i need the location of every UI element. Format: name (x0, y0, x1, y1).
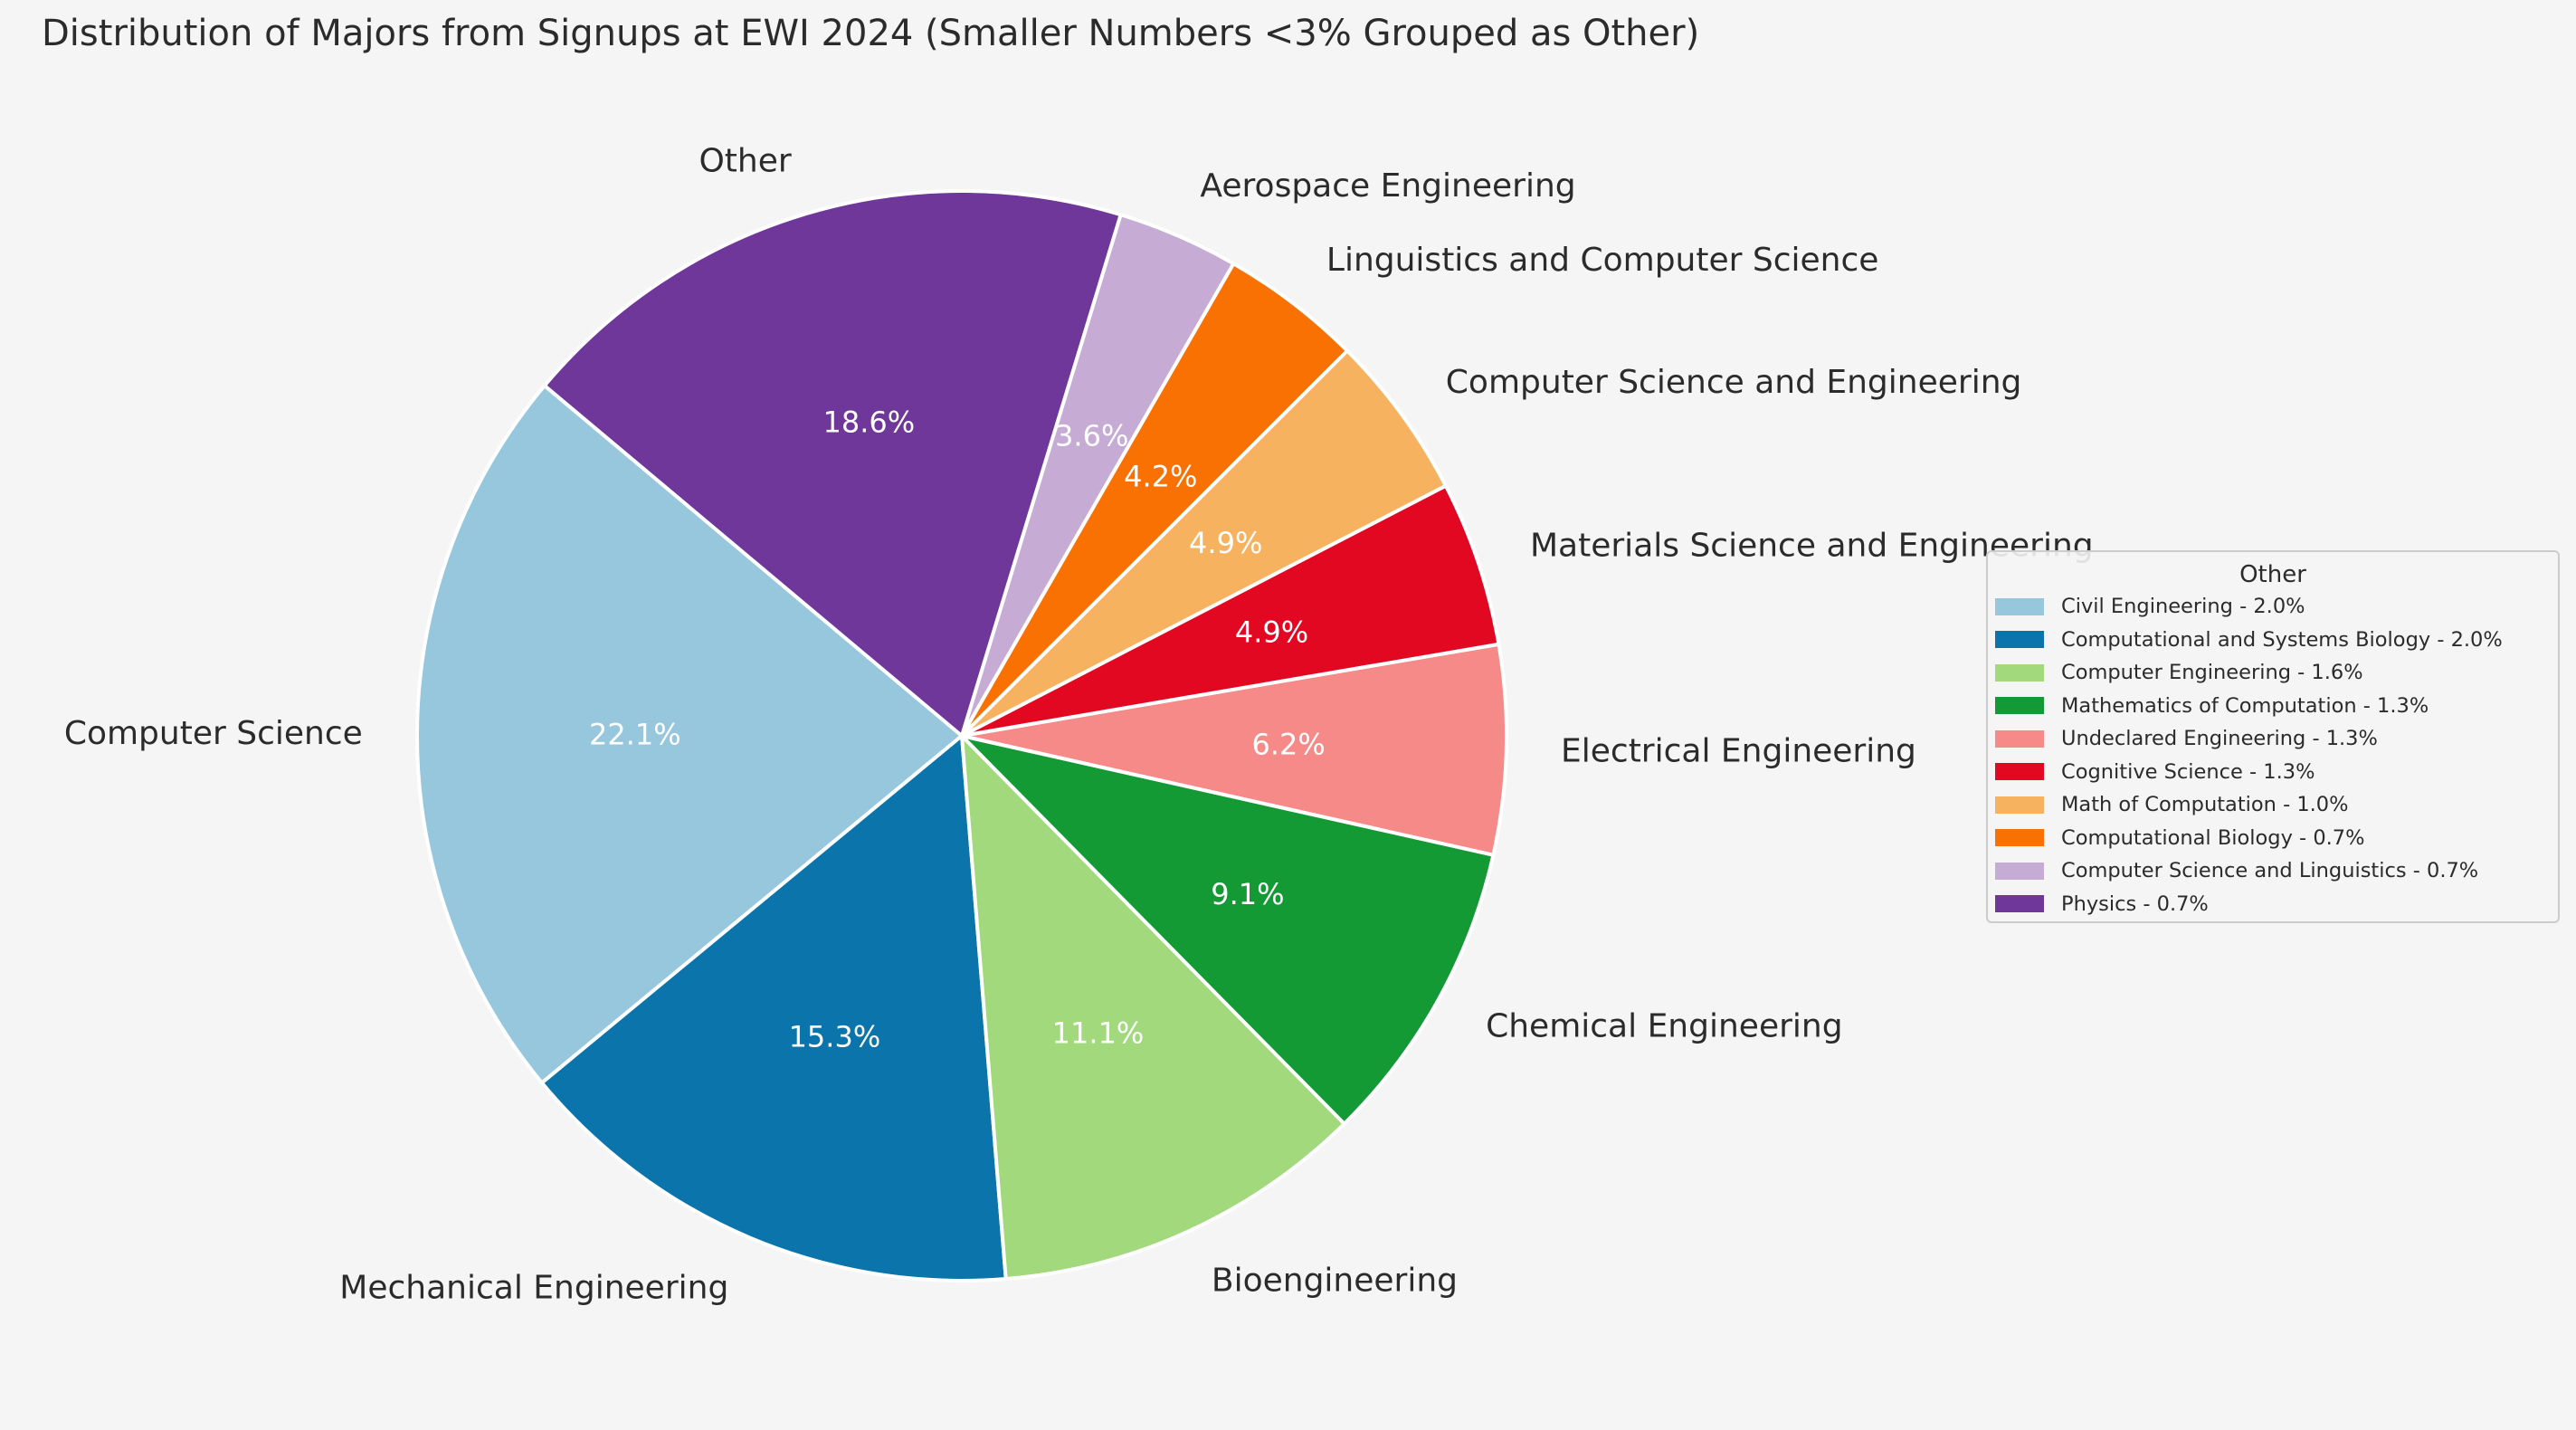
pie-slices (415, 189, 1508, 1282)
legend-item: Undeclared Engineering - 1.3% (1988, 722, 2558, 756)
legend-item: Computational and Systems Biology - 2.0% (1988, 624, 2558, 657)
legend-item: Computer Engineering - 1.6% (1988, 656, 2558, 690)
pie-percent-label: 15.3% (789, 1020, 881, 1054)
pie-slice-other (542, 189, 1123, 738)
pie-category-label: Bioengineering (1212, 1263, 1458, 1300)
legend-item: Math of Computation - 1.0% (1988, 788, 2558, 822)
chart-title: Distribution of Majors from Signups at E… (42, 13, 1700, 54)
pie-category-label: Electrical Engineering (1561, 733, 1916, 770)
legend-swatch (1995, 697, 2044, 715)
legend-item: Physics - 0.7% (1988, 888, 2558, 921)
pie-category-label: Mechanical Engineering (339, 1270, 728, 1307)
pie-slice-computer-science (415, 384, 964, 1085)
pie-category-label: Computer Science (64, 715, 363, 752)
legend-label: Undeclared Engineering - 1.3% (2061, 727, 2378, 751)
pie-category-label: Chemical Engineering (1486, 1008, 1842, 1045)
pie-category-label: Aerospace Engineering (1200, 167, 1575, 205)
pie-percent-label: 6.2% (1251, 727, 1325, 761)
legend-label: Civil Engineering - 2.0% (2061, 595, 2305, 619)
legend-swatch (1995, 862, 2044, 880)
legend-label: Computer Engineering - 1.6% (2061, 661, 2363, 685)
pie-percent-label: 4.9% (1235, 615, 1308, 649)
legend-items: Civil Engineering - 2.0% Computational an… (1988, 590, 2558, 920)
legend-title: Other (2239, 561, 2306, 588)
legend-label: Computational Biology - 0.7% (2061, 825, 2365, 850)
legend-item: Computer Science and Linguistics - 0.7% (1988, 854, 2558, 888)
legend-item: Mathematics of Computation - 1.3% (1988, 690, 2558, 723)
legend-swatch (1995, 631, 2044, 649)
pie-percent-label: 9.1% (1211, 877, 1284, 911)
pie-percent-label: 3.6% (1055, 419, 1128, 453)
pie-percent-label: 18.6% (822, 405, 915, 440)
legend-item: Computational Biology - 0.7% (1988, 822, 2558, 855)
pie-percent-label: 22.1% (589, 718, 681, 752)
pie-slice-materials-science-and-engineering (960, 483, 1501, 738)
legend-label: Mathematics of Computation - 1.3% (2061, 693, 2429, 718)
legend-label: Physics - 0.7% (2061, 891, 2209, 916)
pie-percent-label: 4.2% (1124, 459, 1197, 493)
pie-category-label: Computer Science and Engineering (1446, 364, 2022, 401)
legend: Other Civil Engineering - 2.0% Computatio… (1986, 550, 2560, 923)
legend-label: Cognitive Science - 1.3% (2061, 759, 2315, 784)
legend-swatch (1995, 895, 2044, 913)
pie-slice-mechanical-engineering (539, 734, 1008, 1282)
legend-label: Math of Computation - 1.0% (2061, 793, 2349, 817)
pie-slice-electrical-engineering (960, 642, 1508, 857)
legend-item: Civil Engineering - 2.0% (1988, 590, 2558, 624)
legend-item: Cognitive Science - 1.3% (1988, 756, 2558, 789)
legend-label: Computational and Systems Biology - 2.0% (2061, 627, 2503, 652)
legend-swatch (1995, 796, 2044, 814)
pie-percent-label: 4.9% (1189, 526, 1262, 560)
pie-slice-chemical-engineering (960, 734, 1496, 1126)
pie-category-label: Linguistics and Computer Science (1326, 242, 1879, 279)
pie-slice-computer-science-and-engineering (960, 348, 1448, 738)
pie-category-label: Other (699, 143, 791, 180)
legend-swatch (1995, 597, 2044, 615)
pie-category-labels: Computer Science Mechanical Engineering Bi… (64, 143, 2094, 1307)
pie-percent-labels: 22.1% 15.3% 11.1% 9.1% 6.2% 4.9% 4.9% 4.2% 3.6% 1… (589, 405, 1326, 1054)
legend-swatch (1995, 663, 2044, 682)
pie-percent-label: 11.1% (1052, 1015, 1145, 1050)
pie-slice-bioengineering (960, 734, 1346, 1282)
legend-swatch (1995, 763, 2044, 781)
legend-swatch (1995, 729, 2044, 748)
legend-label: Computer Science and Linguistics - 0.7% (2061, 859, 2479, 883)
legend-swatch (1995, 829, 2044, 847)
